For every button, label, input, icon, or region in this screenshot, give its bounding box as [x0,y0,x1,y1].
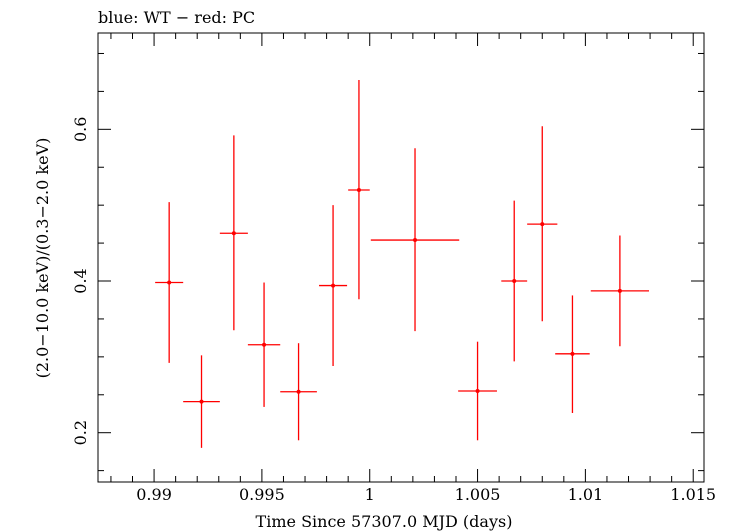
x-axis: 0.99 0.995 1 1.005 1.01 1.015 [110,33,716,504]
x-tick-label: 0.99 [136,485,172,504]
data-point [590,235,650,347]
point-marker [231,231,236,236]
data-point [501,200,528,362]
x-axis-label: Time Since 57307.0 MJD (days) [256,512,513,531]
point-marker [331,283,336,288]
data-point [370,148,460,332]
data-point [458,341,497,441]
y-tick-label: 0.6 [71,117,90,142]
y-axis-label: (2.0−10.0 keV)/(0.3−2.0 keV) [33,138,52,379]
x-tick-label: 0.995 [239,485,285,504]
data-point [280,343,317,441]
data-point [319,205,348,366]
x-tick-label: 1.01 [568,485,604,504]
y-axis: 0.2 0.4 0.6 [71,52,704,472]
plot-frame [97,32,705,483]
point-marker [570,351,575,356]
point-marker [512,279,517,284]
y-tick-label: 0.2 [71,420,90,445]
point-marker [262,342,267,347]
data-points [155,80,650,448]
x-tick-label: 1.015 [670,485,716,504]
chart-title: blue: WT − red: PC [98,8,255,27]
x-tick-label: 1 [365,485,375,504]
point-marker [413,238,418,243]
x-tick-label: 1.005 [455,485,501,504]
data-point [527,126,558,322]
data-point [555,295,590,413]
point-marker [617,288,622,293]
point-marker [199,399,204,404]
data-point [183,355,220,448]
data-point [155,202,184,363]
point-marker [356,187,361,192]
point-marker [296,389,301,394]
point-marker [475,388,480,393]
point-marker [167,280,172,285]
y-tick-label: 0.4 [71,268,90,293]
point-marker [540,222,545,227]
data-point [247,282,281,407]
data-point [348,80,370,300]
data-point [219,135,248,331]
